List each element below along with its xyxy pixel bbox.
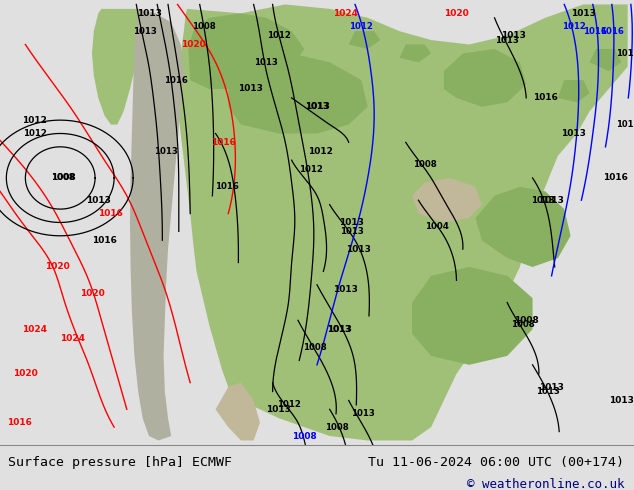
Text: 1016: 1016 xyxy=(92,236,117,245)
Text: 1016: 1016 xyxy=(210,138,236,147)
Text: 1020: 1020 xyxy=(13,369,38,378)
Text: 1013: 1013 xyxy=(86,196,111,205)
Text: Tu 11-06-2024 06:00 UTC (00+174): Tu 11-06-2024 06:00 UTC (00+174) xyxy=(368,456,624,468)
Text: 1013: 1013 xyxy=(346,245,371,254)
Text: 1013: 1013 xyxy=(571,9,596,18)
Text: 1008: 1008 xyxy=(292,432,317,441)
Text: 1024: 1024 xyxy=(22,325,48,334)
Text: 1016: 1016 xyxy=(600,26,624,36)
Text: 1016: 1016 xyxy=(215,182,239,192)
Text: 1012: 1012 xyxy=(307,147,333,156)
Polygon shape xyxy=(349,31,380,49)
Polygon shape xyxy=(558,80,590,102)
Text: 1013: 1013 xyxy=(238,84,263,94)
Text: 1016: 1016 xyxy=(98,209,124,218)
Text: 1024: 1024 xyxy=(60,334,86,343)
Polygon shape xyxy=(188,13,304,89)
Text: 1016: 1016 xyxy=(533,94,558,102)
Text: 1008: 1008 xyxy=(325,422,349,432)
Text: 1013: 1013 xyxy=(501,31,526,40)
Text: 1013: 1013 xyxy=(536,387,560,396)
Text: 1013: 1013 xyxy=(254,58,278,67)
Text: 1008: 1008 xyxy=(303,343,327,351)
Text: 1008: 1008 xyxy=(413,160,437,169)
Text: 1013: 1013 xyxy=(539,383,564,392)
Text: 1013: 1013 xyxy=(339,218,365,227)
Text: 1012: 1012 xyxy=(22,116,48,124)
Text: 1013: 1013 xyxy=(351,409,375,418)
Text: Surface pressure [hPa] ECMWF: Surface pressure [hPa] ECMWF xyxy=(8,456,231,468)
Text: 1012: 1012 xyxy=(349,22,373,31)
Text: 1012: 1012 xyxy=(23,129,47,138)
Text: 1012: 1012 xyxy=(267,31,291,40)
Text: 1012: 1012 xyxy=(277,400,301,409)
Polygon shape xyxy=(476,187,571,267)
Text: 1013: 1013 xyxy=(266,405,292,414)
Polygon shape xyxy=(444,49,526,107)
Text: 1013: 1013 xyxy=(154,147,178,156)
Text: 1016: 1016 xyxy=(583,26,607,36)
Text: 1013: 1013 xyxy=(609,396,634,405)
Polygon shape xyxy=(590,49,621,71)
Text: 1013: 1013 xyxy=(340,227,364,236)
Text: 1016: 1016 xyxy=(164,75,188,85)
Text: 1013: 1013 xyxy=(133,26,157,36)
Text: 1013: 1013 xyxy=(561,129,586,138)
Text: 1016: 1016 xyxy=(616,120,634,129)
Text: 1008: 1008 xyxy=(51,173,75,182)
Text: 1013: 1013 xyxy=(305,102,329,111)
Text: 1020: 1020 xyxy=(79,289,105,298)
Text: 1024: 1024 xyxy=(333,9,358,18)
Polygon shape xyxy=(399,45,431,62)
Text: 1012: 1012 xyxy=(299,165,323,173)
Text: 1008: 1008 xyxy=(514,316,539,325)
Text: 1012: 1012 xyxy=(562,22,586,31)
Text: 1020: 1020 xyxy=(181,40,206,49)
Text: 1008: 1008 xyxy=(51,173,76,182)
Polygon shape xyxy=(92,9,139,124)
Text: 1020: 1020 xyxy=(444,9,469,18)
Text: 1013: 1013 xyxy=(531,196,555,205)
Text: 1016: 1016 xyxy=(602,173,628,182)
Polygon shape xyxy=(412,267,533,365)
Polygon shape xyxy=(228,53,368,133)
Text: 1013: 1013 xyxy=(327,325,351,334)
Text: 1008: 1008 xyxy=(511,320,535,329)
Text: 1004: 1004 xyxy=(425,222,450,231)
Polygon shape xyxy=(412,178,482,222)
Text: 1008: 1008 xyxy=(192,22,216,31)
Polygon shape xyxy=(178,4,628,441)
Text: 1013: 1013 xyxy=(327,325,352,334)
Text: 1020: 1020 xyxy=(44,263,70,271)
Text: 1013: 1013 xyxy=(304,102,330,111)
Text: 1013: 1013 xyxy=(539,196,564,205)
Text: © weatheronline.co.uk: © weatheronline.co.uk xyxy=(467,478,624,490)
Text: 1016: 1016 xyxy=(6,418,32,427)
Text: 1013: 1013 xyxy=(333,285,358,294)
Polygon shape xyxy=(216,383,260,441)
Text: 1013: 1013 xyxy=(495,36,519,45)
Text: 1013: 1013 xyxy=(616,49,634,58)
Polygon shape xyxy=(130,9,184,441)
Text: 1013: 1013 xyxy=(136,9,162,18)
